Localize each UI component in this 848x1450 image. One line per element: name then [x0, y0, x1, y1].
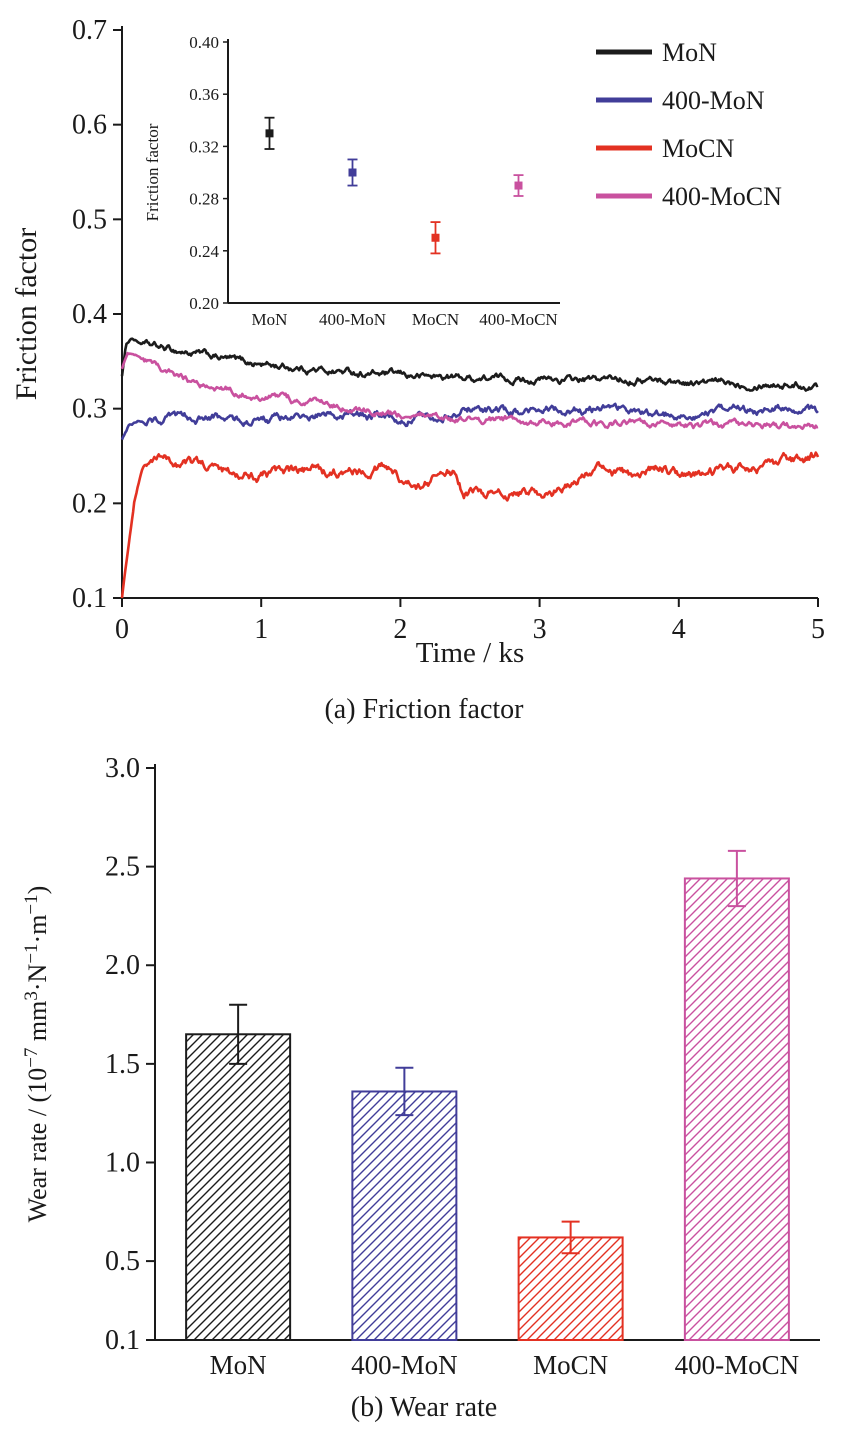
inset-y-axis-label: Friction factor	[143, 123, 162, 221]
inset-marker	[348, 168, 357, 177]
inset-y-tick-label: 0.40	[189, 33, 219, 52]
x-tick-label: 2	[393, 614, 407, 645]
inset-y-tick-label: 0.36	[189, 85, 219, 104]
legend-item-400-MoCN: 400-MoCN	[596, 182, 782, 211]
y-tick-label: 0.5	[72, 204, 107, 235]
inset-point-MoN	[264, 116, 275, 150]
y-axis-label: Friction factor	[10, 228, 43, 400]
caption-a: (a) Friction factor	[324, 694, 524, 725]
inset-x-tick-label: 400-MoCN	[479, 310, 557, 329]
legend-item-MoN: MoN	[596, 38, 717, 67]
bar-400-MoN	[351, 1090, 458, 1341]
y-tick-label: 0.2	[72, 488, 107, 519]
y-tick-label: 0.6	[72, 110, 107, 141]
y-tick-label: 0.3	[72, 394, 107, 425]
y-tick-label: 1.0	[105, 1147, 140, 1178]
inset-chart: 0.20 0.24 0.28 0.32 0.36 0.40 Friction factor M…	[143, 33, 560, 329]
y-tick-label: 0.1	[72, 583, 107, 614]
series-line-MoN	[120, 337, 819, 392]
inset-x-tick-label: MoN	[252, 310, 288, 329]
bar-MoN	[185, 1033, 292, 1341]
bar-group-400-MoCN	[683, 849, 790, 1341]
series-line-400-MoN	[120, 402, 819, 441]
legend-label-MoCN: MoCN	[662, 134, 734, 163]
legend-item-400-MoN: 400-MoN	[596, 86, 765, 115]
inset-y-tick-label: 0.20	[189, 294, 219, 313]
inset-point-MoCN	[430, 221, 441, 255]
inset-y-tick-label: 0.28	[189, 190, 219, 209]
legend-label-400-MoCN: 400-MoCN	[662, 182, 782, 211]
x-tick-label: 0	[115, 614, 129, 645]
bar-group-400-MoN	[351, 1066, 458, 1341]
x-axis-label: Time / ks	[416, 637, 525, 669]
inset-y-tick-label: 0.24	[189, 242, 219, 261]
friction-factor-line-chart: 0.1 0.2 0.3 0.4 0.5 0.6 0.7 0 1 2 3 4 5 Friction fact…	[10, 15, 825, 669]
inset-marker	[514, 181, 523, 190]
y-tick-label: 2.5	[105, 852, 140, 883]
legend-item-MoCN: MoCN	[596, 134, 734, 163]
inset-point-400-MoN	[347, 158, 358, 187]
y-tick-label: 0.5	[105, 1246, 140, 1277]
x-tick-label: 1	[254, 614, 268, 645]
x-tick-label: 5	[811, 614, 825, 645]
y-tick-label: 0.4	[72, 299, 107, 330]
x-category-label: 400-MoN	[351, 1350, 458, 1380]
series-line-MoCN	[120, 451, 820, 599]
y-axis-label: Wear rate / (10−7 mm3·N−1·m−1)	[21, 886, 52, 1223]
y-tick-label: 2.0	[105, 950, 140, 981]
legend-label-400-MoN: 400-MoN	[662, 86, 765, 115]
legend-label-MoN: MoN	[662, 38, 717, 67]
inset-x-tick-label: 400-MoN	[319, 310, 386, 329]
inset-y-tick-label: 0.32	[189, 137, 219, 156]
inset-point-400-MoCN	[513, 174, 524, 197]
inset-x-tick-label: MoCN	[412, 310, 459, 329]
series-line-400-MoCN	[120, 351, 819, 431]
y-tick-label: 3.0	[105, 753, 140, 784]
x-tick-label: 3	[533, 614, 547, 645]
x-category-label: MoN	[210, 1350, 267, 1380]
y-tick-label: 1.5	[105, 1049, 140, 1080]
bar-400-MoCN	[683, 877, 790, 1341]
bar-group-MoN	[185, 1003, 292, 1341]
bar-group-MoCN	[517, 1220, 624, 1341]
caption-b: (b) Wear rate	[350, 1392, 498, 1423]
inset-marker	[431, 233, 440, 242]
y-tick-label: 0.7	[72, 15, 107, 46]
inset-marker	[265, 129, 274, 138]
x-tick-label: 4	[672, 614, 686, 645]
x-category-label: 400-MoCN	[675, 1350, 800, 1380]
wear-rate-bar-chart: 0.1 0.5 1.0 1.5 2.0 2.5 3.0 Wear rate / (10−7 m…	[21, 753, 820, 1380]
y-tick-label: 0.1	[105, 1325, 140, 1356]
bar-MoCN	[517, 1236, 624, 1341]
x-category-label: MoCN	[533, 1350, 608, 1380]
